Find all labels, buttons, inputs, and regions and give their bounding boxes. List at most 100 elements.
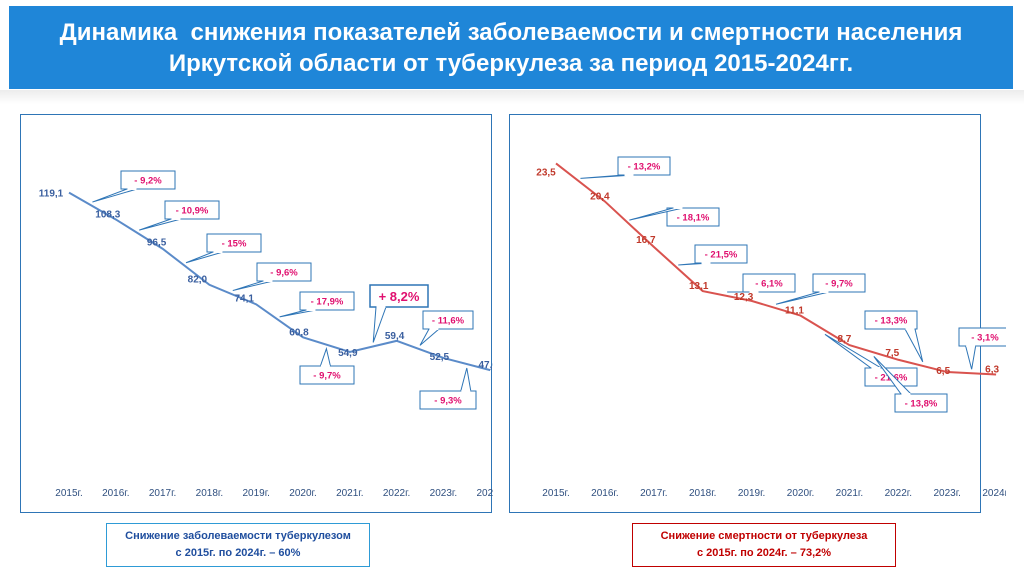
chart2-callout-box bbox=[694, 244, 748, 264]
incidence-summary-line-2: с 2015г. по 2024г. – 60% bbox=[175, 547, 301, 559]
chart1-change-label: - 9,6% bbox=[270, 268, 298, 279]
chart1-series-line bbox=[68, 191, 491, 372]
chart1-callout-box bbox=[419, 390, 477, 410]
chart1-x-tick-label: 2023г. bbox=[430, 488, 457, 499]
chart1-callout-box bbox=[369, 284, 429, 308]
chart2-data-label: 6,3 bbox=[985, 365, 999, 376]
chart1-x-tick-label: 2022г. bbox=[383, 488, 410, 499]
chart2-change-label: - 21,5% bbox=[705, 250, 738, 261]
chart1-callout-box bbox=[164, 200, 220, 220]
chart2-change-callout: - 13,2% bbox=[580, 156, 671, 179]
chart2-change-callout: - 21,5% bbox=[678, 244, 748, 266]
chart2-change-callout: - 13,3% bbox=[864, 310, 924, 363]
chart2-x-tick-label: 2016г. bbox=[591, 488, 618, 499]
chart2-callout-box bbox=[894, 393, 948, 413]
chart1-change-label: - 9,2% bbox=[134, 176, 162, 187]
chart1-x-tick-label: 2019г. bbox=[242, 488, 269, 499]
incidence-chart-panel: 2015г. 2016г. 2017г. 2018г. 2019г. 2020г. 2021… bbox=[20, 114, 493, 513]
chart2-change-callout: - 6,1% bbox=[727, 273, 796, 293]
chart1-change-label: - 11,6% bbox=[432, 316, 465, 327]
chart2-callout-box bbox=[742, 273, 796, 293]
title-banner: Динамика снижения показателей заболеваем… bbox=[9, 6, 1013, 89]
title-line-1: Динамика снижения показателей заболеваем… bbox=[59, 18, 963, 46]
chart1-data-label: 108,3 bbox=[95, 209, 120, 220]
chart1-callout-pointer bbox=[419, 328, 441, 346]
chart2-change-label: - 9,7% bbox=[825, 279, 853, 290]
chart1-callout-pointer bbox=[185, 251, 224, 264]
chart2-change-label: - 13,3% bbox=[875, 316, 908, 327]
chart2-series-line bbox=[555, 162, 997, 376]
mortality-summary-box: Снижение смертности от туберкулеза с 201… bbox=[632, 523, 896, 567]
chart2-data-label: 13,1 bbox=[689, 281, 709, 292]
chart2-data-label: 23,5 bbox=[536, 167, 556, 178]
chart2-callout-pointer bbox=[775, 291, 830, 305]
chart2-x-tick-label: 2018г. bbox=[689, 488, 716, 499]
chart1-change-callout: - 15% bbox=[185, 233, 262, 264]
chart2-change-label: - 13,8% bbox=[905, 399, 938, 410]
chart2-data-label: 20,4 bbox=[590, 191, 610, 202]
chart1-change-callout: - 10,9% bbox=[139, 200, 220, 231]
chart1-callout-pointer bbox=[319, 346, 332, 367]
chart2-x-tick-label: 2017г. bbox=[640, 488, 667, 499]
chart2-callout-box bbox=[864, 310, 918, 330]
chart2-callout-box bbox=[958, 327, 1006, 347]
chart2-x-tick-label: 2022г. bbox=[885, 488, 912, 499]
chart1-change-label: - 17,9% bbox=[311, 297, 344, 308]
chart1-data-label: 60,8 bbox=[289, 327, 309, 338]
chart2-callout-pointer bbox=[965, 345, 977, 370]
chart2-x-tick-label: 2024г. bbox=[982, 488, 1006, 499]
chart1-x-tick-label: 2024г. bbox=[476, 488, 493, 499]
chart2-change-callout: - 13,8% bbox=[873, 356, 948, 413]
chart1-change-label: - 15% bbox=[222, 239, 247, 250]
chart2-change-label: - 13,2% bbox=[628, 162, 661, 173]
chart1-change-callout: - 9,3% bbox=[419, 367, 477, 410]
chart2-x-tick-label: 2015г. bbox=[542, 488, 569, 499]
mortality-summary-line-1: Снижение смертности от туберкулеза bbox=[660, 530, 868, 542]
incidence-summary-line-1: Снижение заболеваемости туберкулезом bbox=[125, 530, 351, 542]
chart2-change-label: - 18,1% bbox=[677, 213, 710, 224]
incidence-chart: 2015г. 2016г. 2017г. 2018г. 2019г. 2020г. 2021… bbox=[39, 170, 493, 499]
chart1-change-callout: - 11,6% bbox=[419, 310, 474, 346]
chart1-change-label: - 9,3% bbox=[434, 396, 462, 407]
chart2-change-label: - 6,1% bbox=[755, 279, 783, 290]
chart1-x-tick-label: 2021г. bbox=[336, 488, 363, 499]
chart2-callout-box bbox=[666, 207, 720, 227]
incidence-summary-box: Снижение заболеваемости туберкулезом с 2… bbox=[106, 523, 370, 567]
mortality-chart-panel: 2015г. 2016г. 2017г. 2018г. 2019г. 2020г. 2021… bbox=[509, 114, 1006, 513]
chart2-data-label: 16,7 bbox=[636, 235, 656, 246]
chart2-callout-pointer bbox=[904, 328, 924, 363]
chart1-callout-box bbox=[256, 262, 312, 282]
chart2-x-tick-label: 2020г. bbox=[787, 488, 814, 499]
chart1-data-label: 119,1 bbox=[39, 189, 64, 200]
chart2-x-tick-label: 2023г. bbox=[933, 488, 960, 499]
chart1-callout-pointer bbox=[279, 309, 317, 318]
chart1-x-tick-label: 2018г. bbox=[196, 488, 223, 499]
chart1-change-label: + 8,2% bbox=[379, 289, 420, 304]
chart1-callout-box bbox=[206, 233, 262, 253]
chart2-change-callout: - 9,7% bbox=[775, 273, 866, 305]
chart2-change-callout: - 18,1% bbox=[629, 207, 720, 227]
chart1-callout-pointer bbox=[92, 188, 138, 203]
chart2-callout-box bbox=[812, 273, 866, 293]
chart1-data-label: 74,1 bbox=[234, 293, 254, 304]
chart1-change-callout: - 17,9% bbox=[279, 291, 355, 318]
title-line-2: Иркутской области от туберкулеза за пери… bbox=[168, 49, 854, 77]
chart1-callout-pointer bbox=[232, 280, 274, 292]
chart1-change-callout: - 9,6% bbox=[232, 262, 312, 292]
chart2-data-label: 7,5 bbox=[885, 348, 899, 359]
chart2-change-label: - 3,1% bbox=[971, 333, 999, 344]
chart1-change-label: - 9,7% bbox=[313, 371, 341, 382]
chart1-x-tick-label: 2020г. bbox=[289, 488, 316, 499]
chart1-data-label: 52,5 bbox=[430, 352, 450, 363]
chart1-x-tick-label: 2017г. bbox=[149, 488, 176, 499]
chart2-callout-box bbox=[617, 156, 671, 176]
chart1-callout-box bbox=[299, 291, 355, 311]
chart1-data-label: 96,5 bbox=[147, 238, 167, 249]
chart1-change-callout: - 9,2% bbox=[92, 170, 176, 203]
chart2-data-label: 8,7 bbox=[837, 334, 851, 345]
chart1-change-label: - 10,9% bbox=[176, 206, 209, 217]
chart1-x-tick-label: 2016г. bbox=[102, 488, 129, 499]
chart1-callout-box bbox=[120, 170, 176, 190]
chart2-x-tick-label: 2021г. bbox=[836, 488, 863, 499]
chart1-callout-pointer bbox=[139, 218, 182, 231]
